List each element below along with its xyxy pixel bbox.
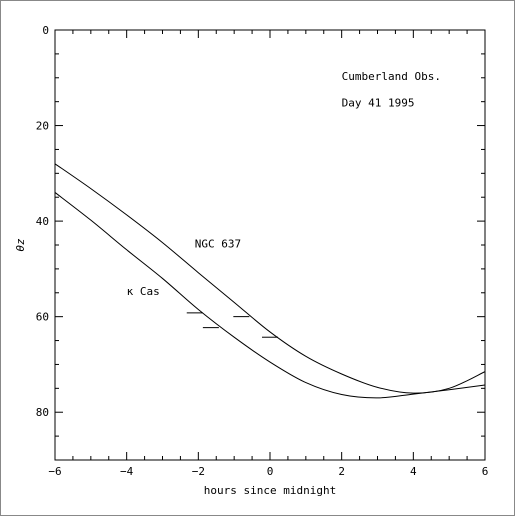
annotation-label: NGC 637 xyxy=(195,237,241,250)
series-group xyxy=(54,163,486,399)
x-tick-label: 6 xyxy=(482,465,489,478)
y-tick-label: 0 xyxy=(42,24,49,37)
annotation-group: Cumberland Obs. Day 41 1995 NGC 637 κ Cas xyxy=(127,70,441,298)
series-line xyxy=(54,163,486,394)
y-tick-label: 20 xyxy=(36,120,49,133)
x-tick-label: −2 xyxy=(192,465,205,478)
series-line xyxy=(54,192,486,399)
x-tick-label: 0 xyxy=(267,465,274,478)
x-tick-label: 4 xyxy=(410,465,417,478)
annotation-label: Cumberland Obs. xyxy=(342,70,441,83)
y-tick-label: 80 xyxy=(36,406,49,419)
annotation-label: Day 41 1995 xyxy=(342,96,415,109)
x-tick-label: −6 xyxy=(48,465,61,478)
y-axis-label: θz xyxy=(14,238,27,252)
marker-group xyxy=(186,312,278,338)
y-axis-label-text: θz xyxy=(14,238,27,252)
annotation-label: κ Cas xyxy=(127,285,160,298)
x-tick-label: 2 xyxy=(338,465,345,478)
axis-ticks xyxy=(54,29,486,461)
y-tick-label: 60 xyxy=(36,311,49,324)
plot-area xyxy=(54,29,486,461)
x-axis-label: hours since midnight xyxy=(204,484,336,497)
x-tick-label: −4 xyxy=(120,465,134,478)
y-tick-label: 40 xyxy=(36,215,49,228)
